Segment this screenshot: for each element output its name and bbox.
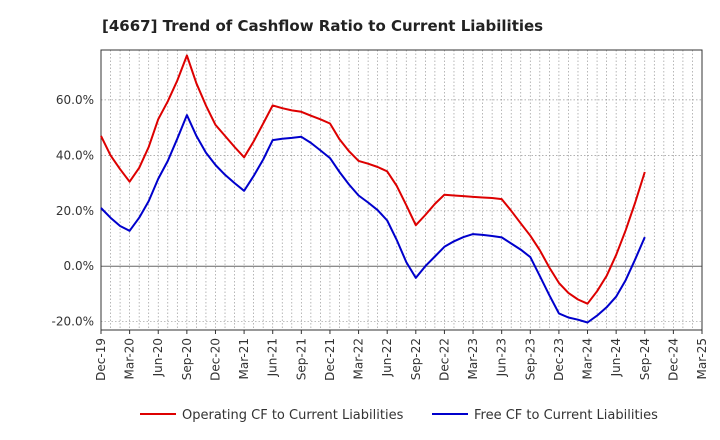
x-tick-label: Mar-22 [352, 338, 366, 379]
x-tick-label: Jun-21 [266, 338, 280, 377]
x-tick-label: Dec-23 [552, 338, 566, 381]
x-tick-label: Mar-25 [695, 338, 709, 379]
series-line-operating-cf [100, 54, 646, 305]
y-tick-label: 20.0% [56, 204, 94, 218]
y-tick-label: 40.0% [56, 148, 94, 162]
x-tick-label: Mar-20 [123, 338, 137, 379]
y-axis-tick-labels: -20.0% 0.0% 20.0% 40.0% 60.0% [52, 93, 94, 329]
x-tick-label: Jun-20 [151, 338, 165, 377]
x-tick-label: Sep-22 [409, 338, 423, 380]
x-tick-label: Sep-20 [180, 338, 194, 380]
x-tick-label: Mar-24 [581, 338, 595, 379]
legend-label: Operating CF to Current Liabilities [182, 408, 404, 423]
plot-frame [100, 49, 703, 331]
grid [101, 50, 702, 330]
y-tick-label: 0.0% [64, 259, 95, 273]
x-tick-label: Dec-22 [437, 338, 451, 381]
x-tick-label: Dec-19 [94, 338, 108, 381]
y-tick-label: 60.0% [56, 93, 94, 107]
series-line-free-cf [100, 114, 646, 324]
y-tick-label: -20.0% [52, 315, 94, 329]
chart-title: [4667] Trend of Cashflow Ratio to Curren… [102, 17, 543, 35]
x-tick-label: Sep-23 [523, 338, 537, 380]
x-tick-label: Dec-20 [208, 338, 222, 381]
x-tick-label: Mar-21 [237, 338, 251, 379]
x-tick-label: Mar-23 [466, 338, 480, 379]
plot-area: -20.0% 0.0% 20.0% 40.0% 60.0% Dec-19 Mar-20 Ju… [52, 49, 709, 381]
x-tick-label: Jun-22 [380, 338, 394, 377]
x-axis-tick-labels: Dec-19 Mar-20 Jun-20 Sep-20 Dec-20 Mar-21 Jun-… [94, 330, 709, 381]
legend-label: Free CF to Current Liabilities [474, 408, 658, 423]
x-tick-label: Dec-24 [666, 338, 680, 381]
plot-border [100, 49, 703, 331]
legend: Operating CF to Current Liabilities Free … [140, 408, 658, 423]
x-tick-label: Sep-24 [638, 338, 652, 380]
x-tick-label: Sep-21 [294, 338, 308, 380]
series-lines [100, 54, 646, 324]
x-tick-label: Dec-21 [323, 338, 337, 381]
x-tick-label: Jun-23 [495, 338, 509, 377]
x-tick-label: Jun-24 [609, 338, 623, 377]
